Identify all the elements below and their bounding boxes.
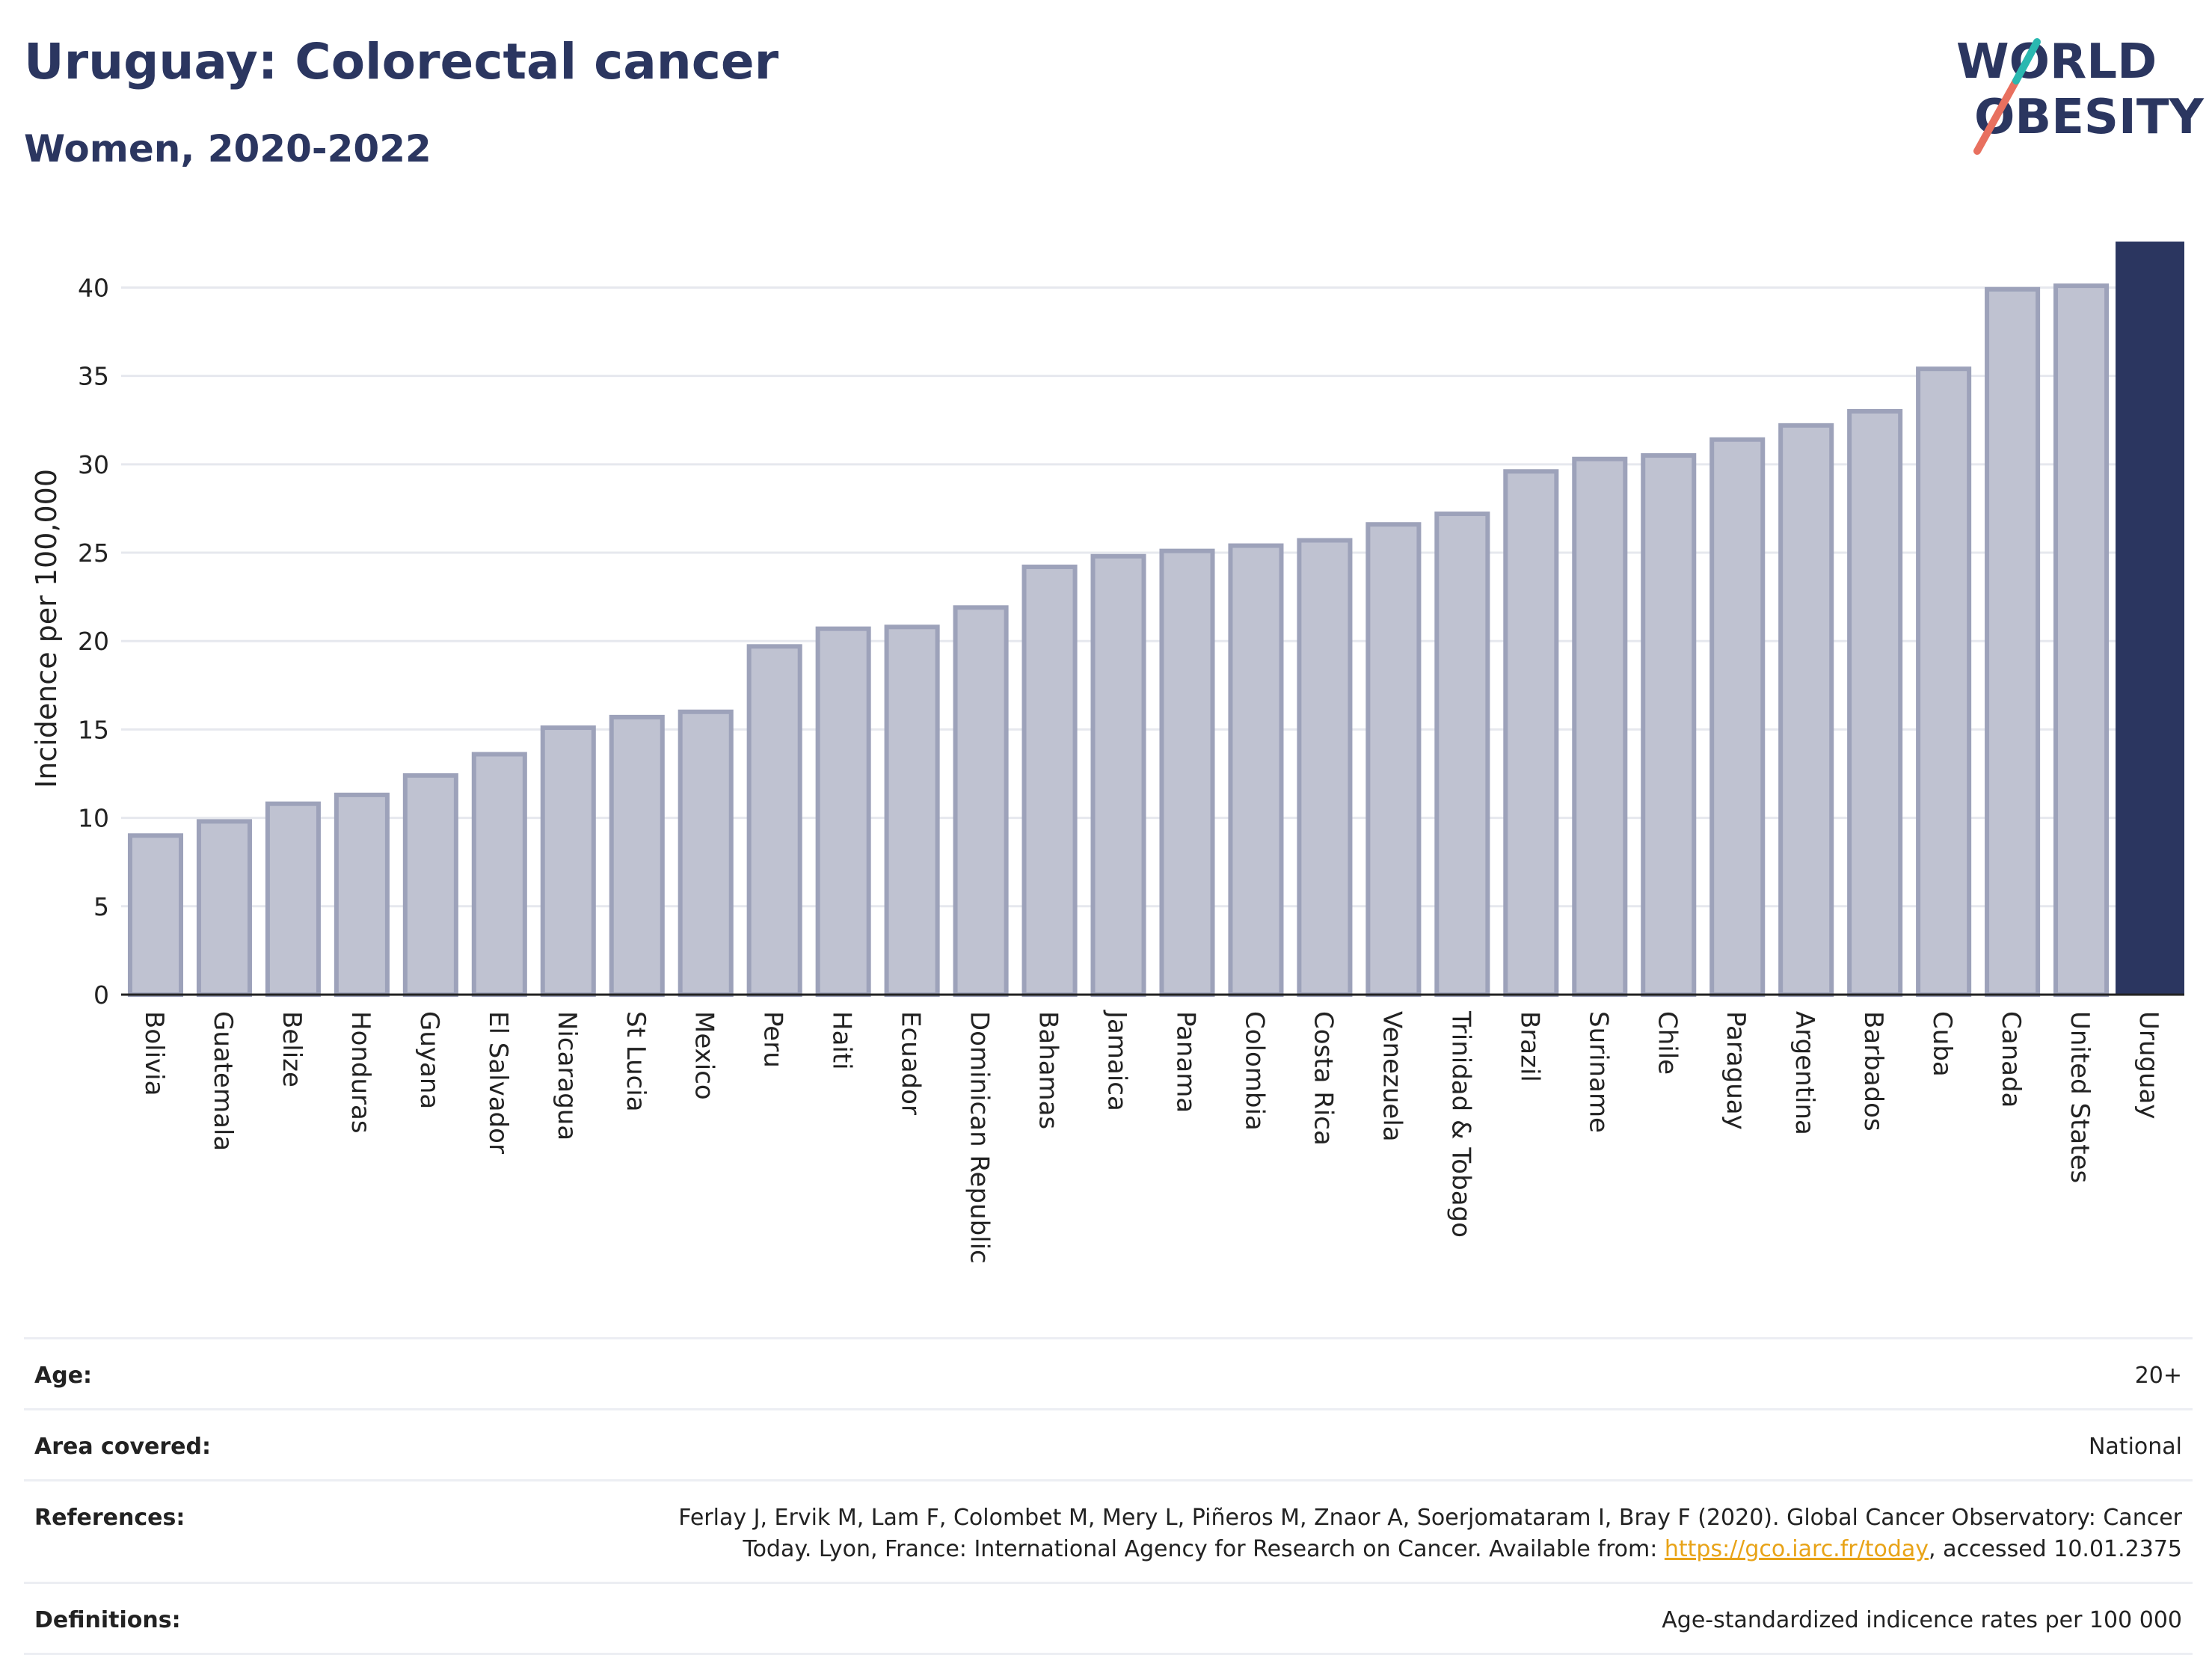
x-tick-label: Trinidad & Tobago [1446,1010,1475,1238]
x-tick-label: Dominican Republic [965,1011,995,1264]
bar [540,725,596,998]
x-tick-label: Ecuador [896,1011,926,1115]
bar [884,624,940,998]
x-tick-label: United States [2065,1011,2095,1183]
y-tick-label: 20 [78,627,109,656]
logo-word-world: WORLD [1956,34,2157,90]
references-value: Ferlay J, Ervik M, Lam F, Colombet M, Me… [612,1502,2182,1565]
area-value: National [2088,1434,2182,1460]
x-tick-label: Brazil [1514,1011,1544,1082]
bar-chart: 0 5 10 15 20 25 30 35 40 Incidence per 100,000 Bol… [30,242,2184,1264]
definitions-value: Age-standardized indicence rates per 100… [1662,1607,2182,1633]
x-tick-label: Chile [1652,1011,1682,1075]
x-tick-label: Peru [758,1011,788,1068]
x-tick-label: Argentina [1789,1011,1819,1135]
age-label: Age: [34,1363,93,1389]
x-tick-label: Cuba [1927,1011,1957,1077]
bar [609,714,665,998]
bar [334,792,390,998]
y-tick-label: 40 [78,273,109,302]
bar [265,801,321,997]
logo-slash-teal [2012,38,2041,85]
chart-title: Uruguay: Colorectal cancer [24,33,779,90]
bar [1365,522,1422,997]
definitions-label: Definitions: [34,1607,181,1633]
metadata-table: Age: 20+ Area covered: National Referenc… [24,1337,2193,1655]
bar [1916,366,1972,997]
area-row: Area covered: National [24,1410,2193,1481]
y-tick-label: 15 [78,715,109,744]
x-tick-label: Guyana [414,1011,444,1109]
references-row: References: Ferlay J, Ervik M, Lam F, Co… [24,1481,2193,1584]
x-tick-label: Colombia [1239,1011,1269,1131]
area-label: Area covered: [34,1434,211,1460]
bar [1778,423,1834,997]
bar [1709,437,1766,997]
chart-subtitle: Women, 2020-2022 [24,127,431,171]
bar [953,605,1009,997]
x-tick-label: Jamaica [1102,1010,1132,1111]
x-tick-label: Uruguay [2133,1011,2163,1120]
y-tick-label: 35 [78,362,109,391]
x-tick-label: Guatemala [208,1011,238,1151]
bar [1503,469,1559,997]
bar [678,709,734,998]
bar [402,773,458,997]
x-tick-label: Venezuela [1377,1011,1407,1142]
x-tick-label: Barbados [1858,1011,1888,1132]
x-tick-label: Bolivia [139,1011,169,1096]
bar [1090,553,1146,997]
x-tick-label: Costa Rica [1308,1011,1338,1146]
x-tick-label: El Salvador [483,1011,513,1154]
references-link[interactable]: https://gco.iarc.fr/today [1664,1536,1929,1562]
logo-word-obesity: OBESITY [1974,90,2204,145]
x-tick-label: Paraguay [1721,1011,1751,1130]
x-tick-label: Honduras [345,1011,375,1134]
logo-slash-coral [1973,77,2020,155]
x-tick-label: Haiti [827,1011,857,1070]
x-tick-label: Canada [1996,1011,2026,1108]
bar [1641,453,1697,997]
bar [196,819,252,998]
y-tick-label: 5 [93,892,109,921]
x-tick-label: Suriname [1583,1011,1613,1133]
x-tick-label: Mexico [689,1011,719,1100]
y-tick-label: 0 [93,980,109,1010]
bar [1228,543,1284,997]
age-row: Age: 20+ [24,1339,2193,1410]
bar [1297,538,1353,997]
bar [127,833,184,998]
x-tick-label: Panama [1170,1011,1200,1113]
y-axis-label: Incidence per 100,000 [30,469,63,788]
references-label: References: [34,1505,185,1531]
bar [1572,456,1628,997]
definitions-row: Definitions: Age-standardized indicence … [24,1584,2193,1655]
y-tick-label: 10 [78,804,109,833]
bar [1021,564,1078,997]
world-obesity-logo: WORLD OBESITY [1956,34,2204,155]
bar [815,626,871,997]
x-tick-label: Bahamas [1033,1011,1063,1129]
bar [2053,283,2110,997]
x-tick-label: Nicaragua [552,1011,582,1140]
y-tick-label: 30 [78,450,109,479]
references-accessed: , accessed 10.01.2375 [1929,1536,2182,1562]
bar [1985,286,2041,998]
y-tick-label: 25 [78,538,109,568]
x-tick-label: St Lucia [621,1011,651,1112]
bar [1434,512,1490,997]
bar [1159,548,1215,997]
age-value: 20+ [2134,1363,2182,1389]
bar [471,752,527,997]
bar [746,644,802,997]
x-tick-label: Belize [277,1011,307,1087]
references-text: Ferlay J, Ervik M, Lam F, Colombet M, Me… [678,1505,2182,1562]
bar [1847,408,1903,997]
bar-highlight [2116,242,2184,995]
